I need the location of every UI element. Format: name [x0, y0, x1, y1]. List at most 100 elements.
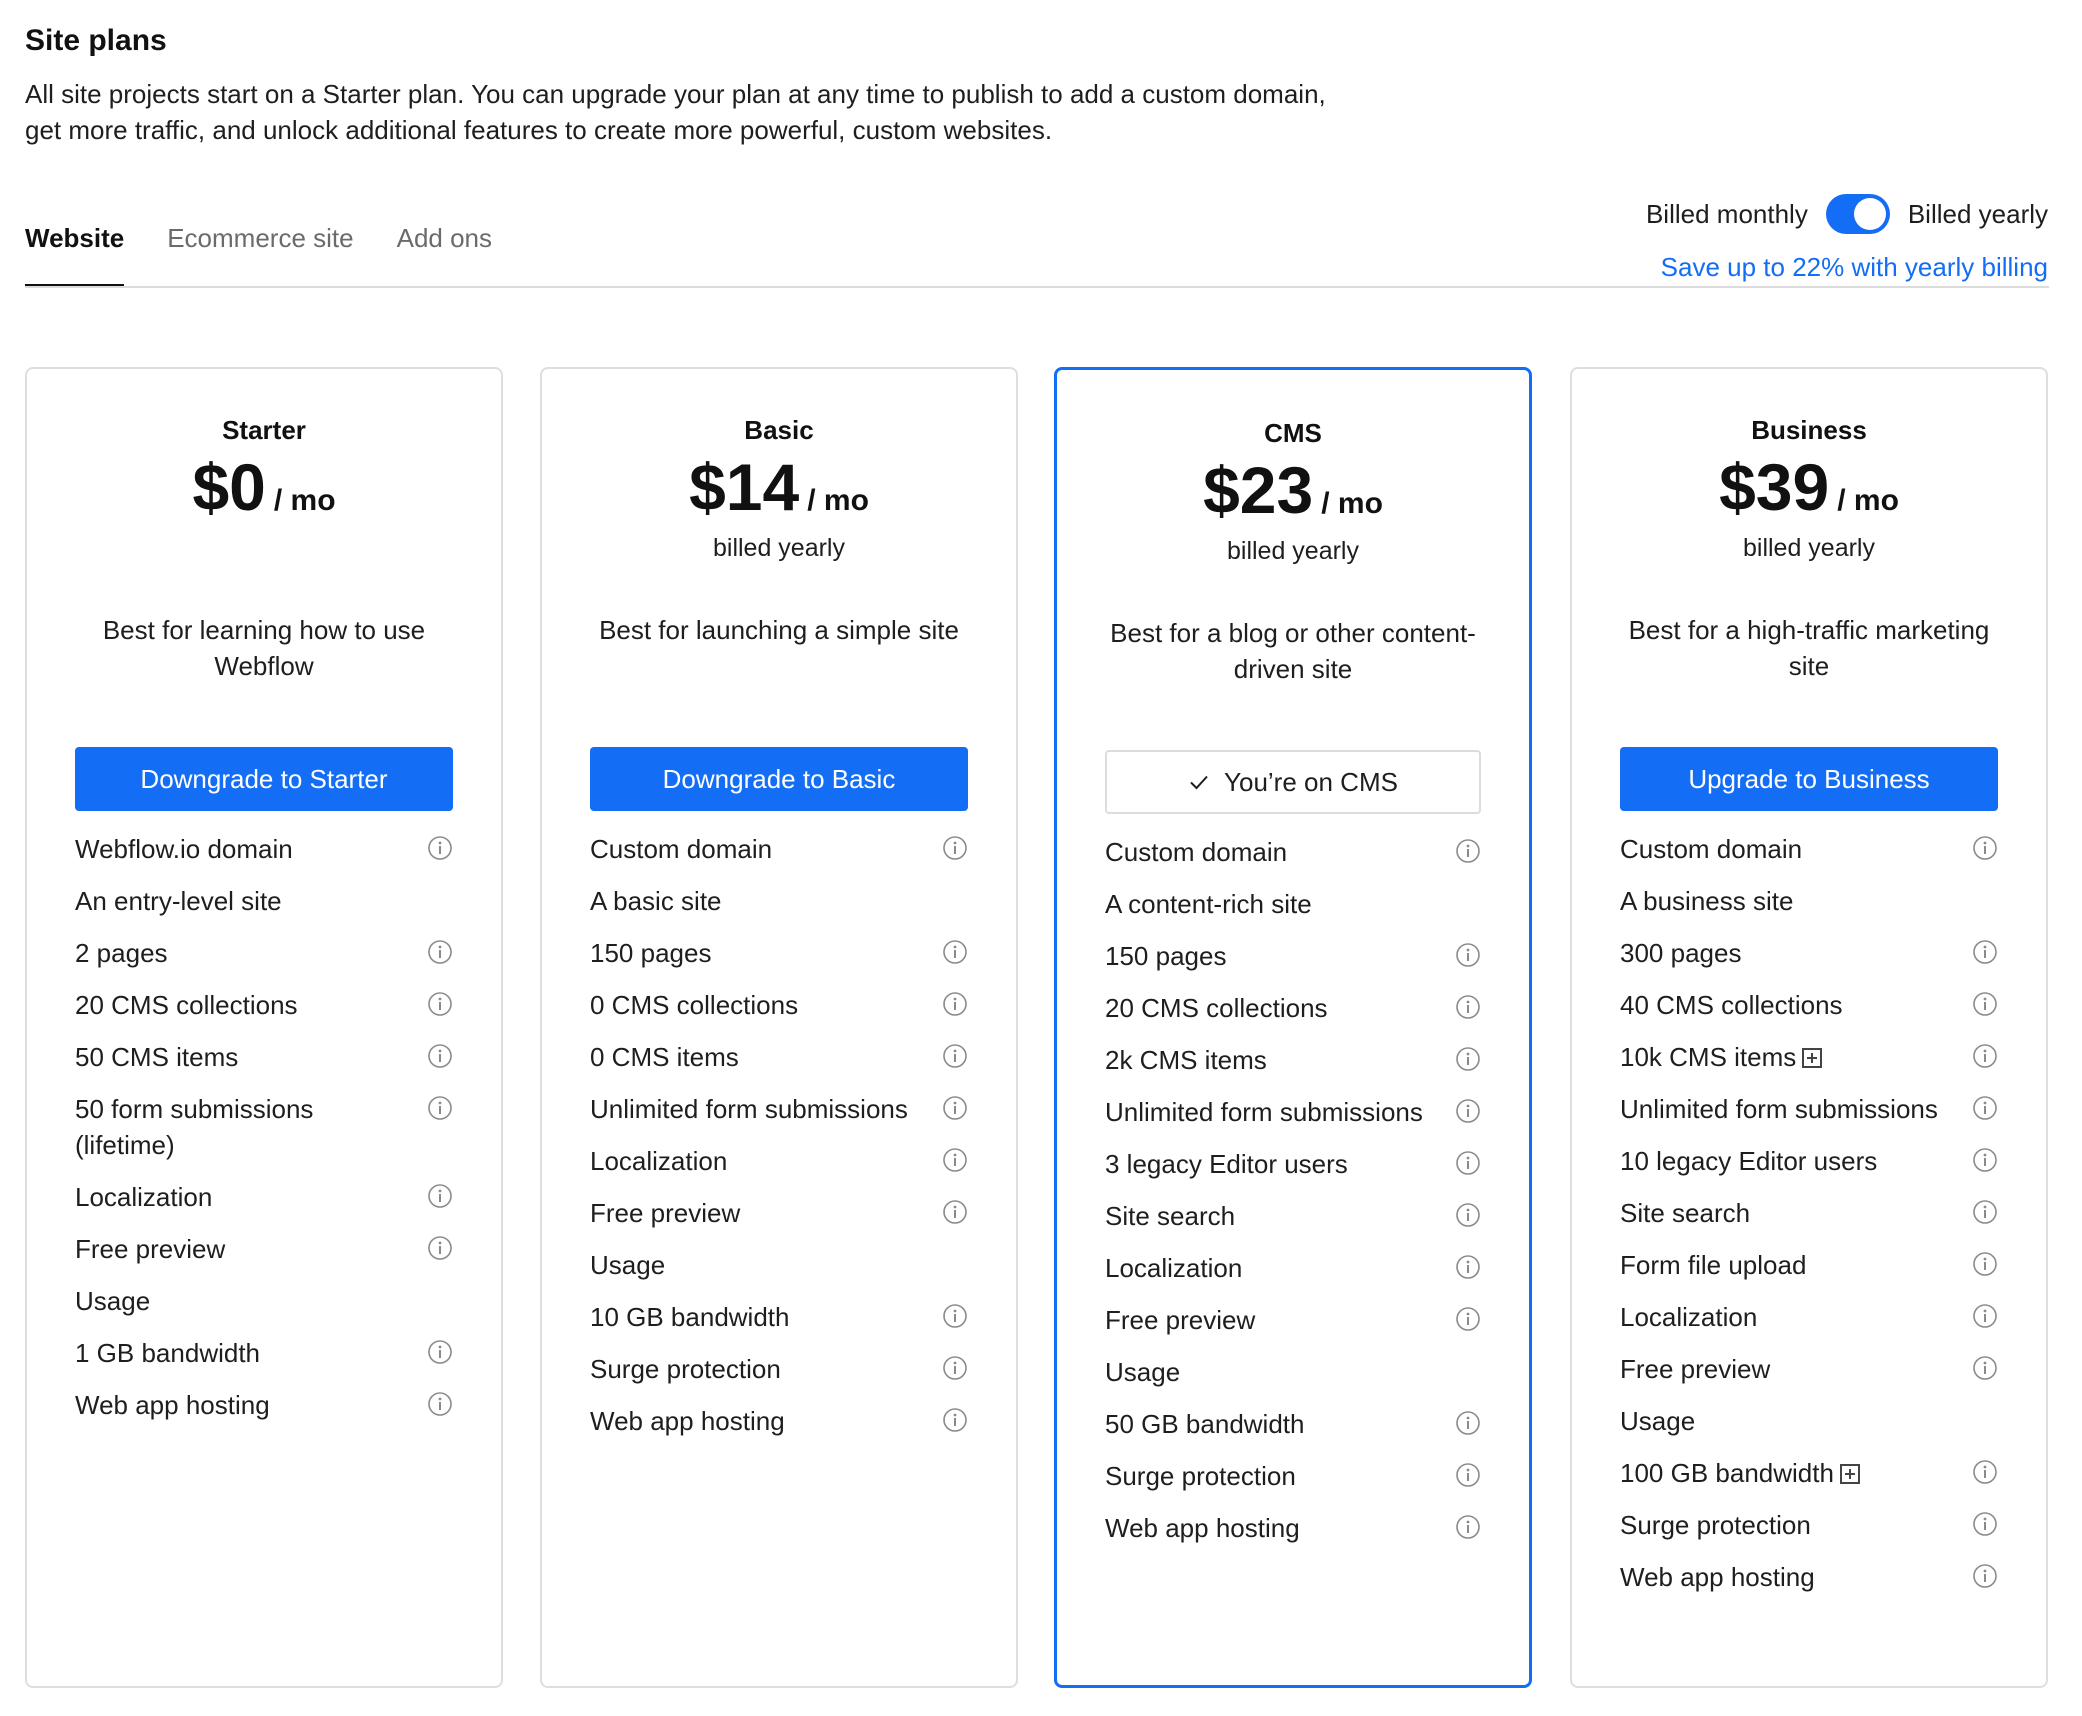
tab-add-ons[interactable]: Add ons	[396, 223, 493, 253]
info-icon[interactable]	[942, 1302, 968, 1328]
feature-label: A basic site	[590, 886, 722, 916]
info-icon[interactable]	[427, 1338, 453, 1364]
feature-label: Free preview	[590, 1198, 741, 1228]
feature-label: Form file upload	[1620, 1250, 1807, 1280]
expand-plus-icon[interactable]	[1802, 1048, 1823, 1068]
price-row: $0 / mo	[75, 449, 453, 525]
billed-monthly-label: Billed monthly	[1645, 198, 1808, 229]
info-icon[interactable]	[1455, 941, 1481, 967]
info-icon[interactable]	[1972, 938, 1998, 964]
feature-label: 50 form submissions (lifetime)	[75, 1094, 314, 1160]
info-icon[interactable]	[1455, 837, 1481, 863]
info-icon[interactable]	[1972, 1250, 1998, 1276]
plan-card-cms: CMS $23 / mo billed yearly Best for a bl…	[1054, 367, 1532, 1688]
feature-label: Web app hosting	[1620, 1562, 1815, 1592]
feature-item: Site search	[1620, 1195, 1998, 1231]
info-icon[interactable]	[427, 1042, 453, 1068]
feature-item: Custom domain	[590, 831, 968, 867]
info-icon[interactable]	[427, 1182, 453, 1208]
info-icon[interactable]	[942, 1146, 968, 1172]
info-icon[interactable]	[1972, 1354, 1998, 1380]
info-icon[interactable]	[427, 1390, 453, 1416]
feature-item: Unlimited form submissions	[590, 1091, 968, 1127]
info-icon[interactable]	[1972, 1510, 1998, 1536]
info-icon[interactable]	[1455, 1149, 1481, 1175]
feature-label: Custom domain	[1620, 834, 1803, 864]
feature-label: A content-rich site	[1105, 889, 1312, 919]
feature-item: Webflow.io domain	[75, 831, 453, 867]
feature-label: Custom domain	[1105, 837, 1288, 867]
info-icon[interactable]	[942, 1354, 968, 1380]
info-icon[interactable]	[1972, 1146, 1998, 1172]
info-icon[interactable]	[1455, 1045, 1481, 1071]
feature-item: Custom domain	[1620, 831, 1998, 867]
feature-item: Usage	[1620, 1403, 1998, 1439]
info-icon[interactable]	[1972, 990, 1998, 1016]
info-icon[interactable]	[427, 1234, 453, 1260]
feature-item: Usage	[75, 1283, 453, 1319]
info-icon[interactable]	[1455, 993, 1481, 1019]
info-icon[interactable]	[427, 834, 453, 860]
feature-item: Surge protection	[590, 1351, 968, 1387]
plan-card-business: Business $39 / mo billed yearly Best for…	[1570, 367, 2048, 1688]
billing-toggle[interactable]	[1825, 194, 1890, 234]
downgrade-to-basic-button[interactable]: Downgrade to Basic	[590, 747, 968, 811]
feature-label: 20 CMS collections	[1105, 993, 1328, 1023]
downgrade-to-starter-button[interactable]: Downgrade to Starter	[75, 747, 453, 811]
feature-item: 150 pages	[1105, 938, 1481, 974]
info-icon[interactable]	[1455, 1513, 1481, 1539]
feature-item: Web app hosting	[1620, 1559, 1998, 1595]
info-icon[interactable]	[942, 938, 968, 964]
feature-item: 50 GB bandwidth	[1105, 1406, 1481, 1442]
feature-item: Localization	[75, 1179, 453, 1215]
info-icon[interactable]	[427, 1094, 453, 1120]
info-icon[interactable]	[942, 1094, 968, 1120]
feature-item: Unlimited form submissions	[1105, 1094, 1481, 1130]
current-plan-button[interactable]: You’re on CMS	[1105, 750, 1481, 814]
info-icon[interactable]	[1972, 1094, 1998, 1120]
info-icon[interactable]	[1455, 1409, 1481, 1435]
feature-item: 300 pages	[1620, 935, 1998, 971]
plan-price: $14	[689, 450, 800, 524]
info-icon[interactable]	[427, 938, 453, 964]
info-icon[interactable]	[1455, 1305, 1481, 1331]
plan-name: Business	[1751, 415, 1867, 445]
plan-price: $0	[192, 450, 266, 524]
info-icon[interactable]	[942, 1406, 968, 1432]
feature-item: 10 legacy Editor users	[1620, 1143, 1998, 1179]
feature-label: A business site	[1620, 886, 1794, 916]
info-icon[interactable]	[427, 990, 453, 1016]
info-icon[interactable]	[1972, 1042, 1998, 1068]
tab-ecommerce-site[interactable]: Ecommerce site	[167, 223, 354, 253]
feature-list: Custom domain A basic site 150 pages 0 CMS …	[590, 831, 968, 1455]
expand-plus-icon[interactable]	[1839, 1464, 1860, 1484]
upgrade-to-business-button[interactable]: Upgrade to Business	[1620, 747, 1998, 811]
info-icon[interactable]	[1455, 1253, 1481, 1279]
feature-item: Localization	[1620, 1299, 1998, 1335]
feature-item: 50 form submissions (lifetime)	[75, 1091, 453, 1163]
feature-item: A content-rich site	[1105, 886, 1481, 922]
plan-tagline: Best for a high-traffic marketing site	[1628, 615, 1990, 681]
feature-label: Free preview	[1105, 1305, 1256, 1335]
info-icon[interactable]	[1455, 1201, 1481, 1227]
feature-label: Localization	[75, 1182, 213, 1212]
info-icon[interactable]	[1972, 1198, 1998, 1224]
feature-label: 40 CMS collections	[1620, 990, 1843, 1020]
info-icon[interactable]	[942, 1198, 968, 1224]
feature-item: Surge protection	[1105, 1458, 1481, 1494]
info-icon[interactable]	[1972, 1458, 1998, 1484]
yearly-savings-link[interactable]: Save up to 22% with yearly billing	[1660, 252, 2048, 282]
info-icon[interactable]	[1455, 1097, 1481, 1123]
feature-label: Unlimited form submissions	[1620, 1094, 1938, 1124]
info-icon[interactable]	[1455, 1461, 1481, 1487]
feature-item: Free preview	[590, 1195, 968, 1231]
info-icon[interactable]	[1972, 1562, 1998, 1588]
info-icon[interactable]	[1972, 1302, 1998, 1328]
info-icon[interactable]	[942, 990, 968, 1016]
info-icon[interactable]	[942, 1042, 968, 1068]
price-row: $23 / mo	[1105, 452, 1481, 528]
info-icon[interactable]	[1972, 834, 1998, 860]
tab-website[interactable]: Website	[25, 220, 125, 288]
plan-price: $39	[1719, 450, 1830, 524]
info-icon[interactable]	[942, 834, 968, 860]
